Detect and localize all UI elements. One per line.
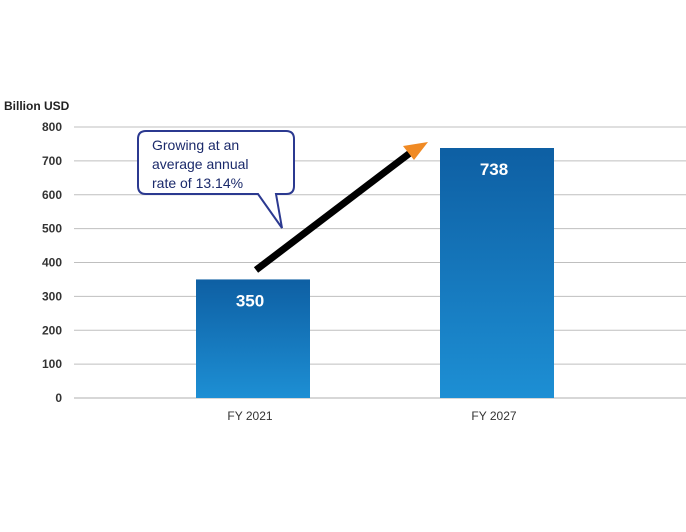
- growth-arrow-head: [403, 142, 428, 160]
- callout-bubble: [137, 130, 295, 229]
- y-tick-label: 600: [42, 188, 62, 202]
- data-label: 738: [480, 160, 508, 179]
- y-tick-labels: 0 100 200 300 400 500 600 700 800: [42, 120, 62, 405]
- y-tick-label: 300: [42, 289, 62, 303]
- growth-arrow-shaft: [253, 150, 413, 273]
- y-axis-label: Billion USD: [4, 99, 70, 113]
- x-tick-label: FY 2021: [227, 409, 272, 423]
- y-tick-label: 800: [42, 120, 62, 134]
- growth-callout: Growing at an average annual rate of 13.…: [137, 130, 295, 229]
- x-tick-label: FY 2027: [471, 409, 516, 423]
- data-label: 350: [236, 291, 264, 310]
- y-tick-label: 400: [42, 256, 62, 270]
- y-tick-label: 700: [42, 154, 62, 168]
- x-tick-labels: FY 2021 FY 2027: [227, 409, 516, 423]
- y-tick-label: 0: [55, 391, 62, 405]
- y-tick-label: 100: [42, 357, 62, 371]
- callout-line-3: rate of 13.14%: [152, 175, 243, 191]
- growth-arrow: [253, 142, 428, 273]
- bar-fy-2021: [196, 279, 310, 398]
- bars: [196, 148, 554, 398]
- callout-line-1: Growing at an: [152, 137, 239, 153]
- data-labels: 350 738: [236, 160, 508, 310]
- y-tick-label: 500: [42, 222, 62, 236]
- bar-fy-2027: [440, 148, 554, 398]
- callout-line-2: average annual: [152, 156, 249, 172]
- y-tick-label: 200: [42, 323, 62, 337]
